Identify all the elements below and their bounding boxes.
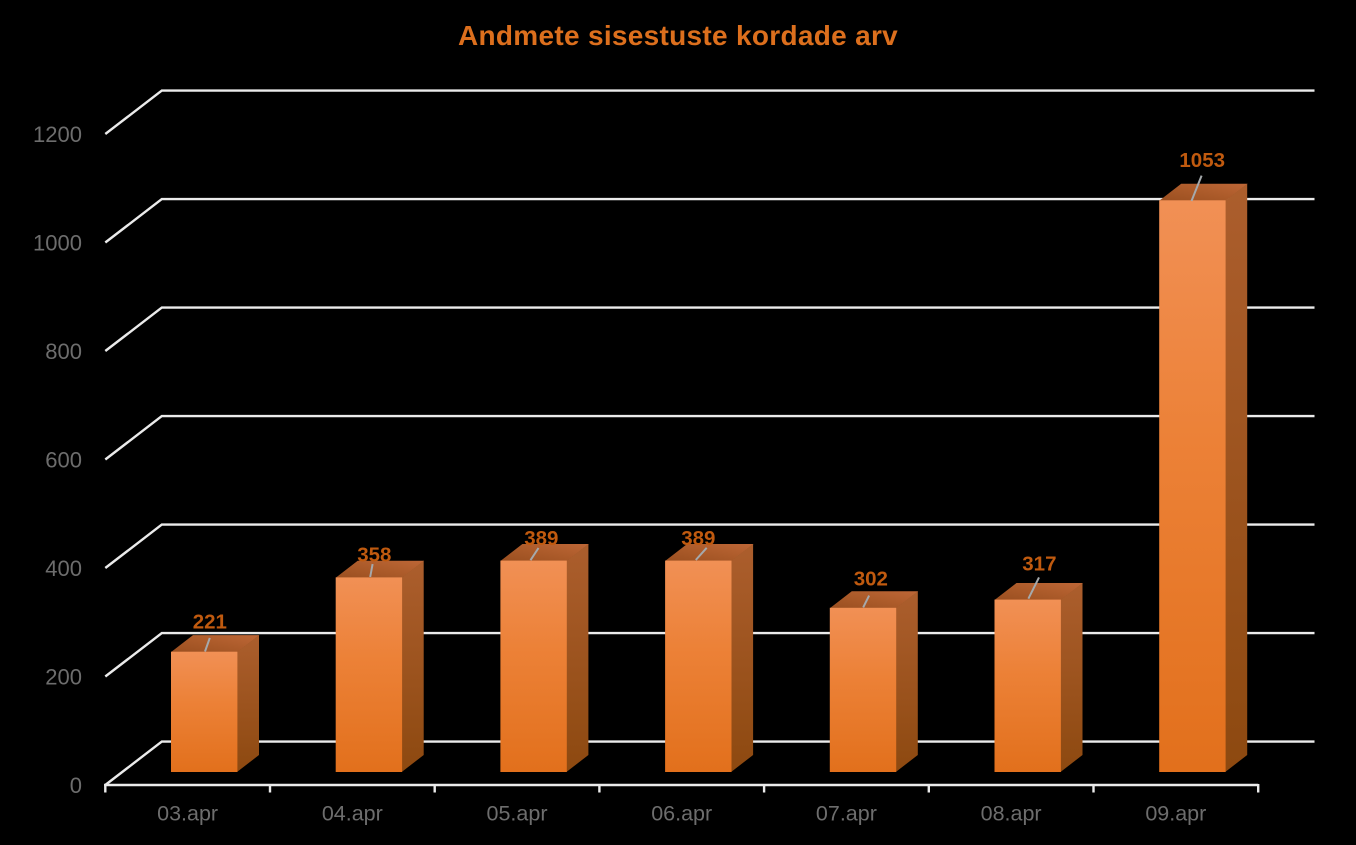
svg-text:0: 0 bbox=[70, 773, 82, 798]
svg-text:302: 302 bbox=[854, 567, 888, 590]
svg-text:07.apr: 07.apr bbox=[816, 801, 877, 825]
svg-text:389: 389 bbox=[681, 527, 715, 550]
svg-text:1053: 1053 bbox=[1179, 149, 1225, 172]
svg-text:600: 600 bbox=[45, 447, 82, 472]
svg-text:221: 221 bbox=[193, 610, 227, 633]
svg-text:800: 800 bbox=[45, 339, 82, 364]
svg-text:03.apr: 03.apr bbox=[157, 801, 218, 825]
svg-text:1200: 1200 bbox=[33, 122, 82, 147]
svg-text:06.apr: 06.apr bbox=[651, 801, 712, 825]
svg-text:389: 389 bbox=[524, 527, 558, 550]
svg-text:358: 358 bbox=[357, 544, 391, 567]
svg-text:05.apr: 05.apr bbox=[487, 801, 548, 825]
svg-text:08.apr: 08.apr bbox=[981, 801, 1042, 825]
svg-text:Andmete sisestuste kordade arv: Andmete sisestuste kordade arv bbox=[458, 20, 898, 51]
svg-text:09.apr: 09.apr bbox=[1145, 801, 1206, 825]
svg-text:317: 317 bbox=[1022, 553, 1056, 576]
svg-text:04.apr: 04.apr bbox=[322, 801, 383, 825]
svg-text:1000: 1000 bbox=[33, 230, 82, 255]
svg-text:200: 200 bbox=[45, 664, 82, 689]
svg-text:400: 400 bbox=[45, 556, 82, 581]
